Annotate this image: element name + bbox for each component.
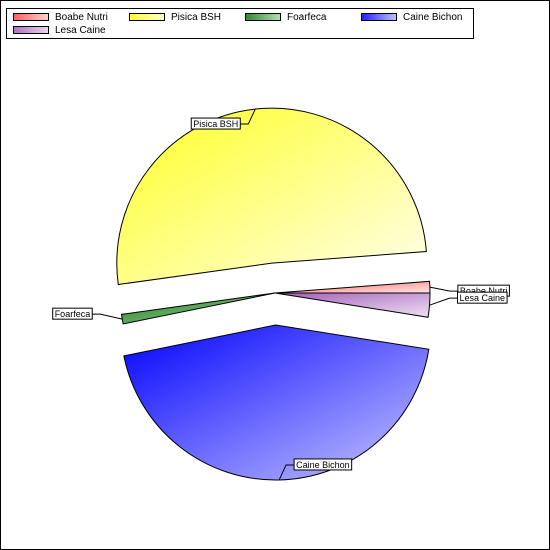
legend-swatch	[13, 13, 49, 21]
legend-label: Boabe Nutri	[55, 11, 108, 23]
legend-item-boabe-nutri: Boabe Nutri	[13, 10, 108, 24]
slice-label: Foarfeca	[55, 309, 91, 319]
pie-slice-caine-bichon	[123, 324, 430, 481]
legend-item-lesa-caine: Lesa Caine	[13, 23, 106, 37]
legend-item-pisica-bsh: Pisica BSH	[129, 10, 221, 24]
slice-label-box	[293, 458, 353, 471]
slice-label: Boabe Nutri	[460, 286, 508, 296]
slice-label: Pisica BSH	[193, 119, 238, 129]
chart-legend: Boabe Nutri Pisica BSH Foarfeca Caine Bi…	[6, 8, 474, 39]
pie-slice-pisica-bsh	[116, 107, 427, 286]
slice-label: Caine Bichon	[296, 460, 350, 470]
pie-slice-foarfeca	[120, 292, 276, 325]
pie-slice-lesa-caine	[274, 292, 431, 318]
legend-item-foarfeca: Foarfeca	[245, 10, 326, 24]
callout-leader	[240, 108, 256, 125]
legend-label: Caine Bichon	[403, 11, 463, 23]
legend-swatch	[245, 13, 281, 21]
legend-label: Pisica BSH	[171, 11, 222, 23]
callout-leader	[278, 464, 295, 481]
legend-swatch	[361, 13, 397, 21]
callout-leader	[92, 313, 123, 320]
slice-label-box	[52, 307, 93, 320]
callout-leader	[429, 286, 458, 292]
legend-swatch	[129, 13, 165, 21]
slice-label: Lesa Caine	[460, 293, 506, 303]
slice-label-box	[190, 117, 241, 130]
legend-swatch	[13, 26, 49, 34]
callout-leader	[429, 297, 458, 306]
slice-label-box	[457, 291, 508, 304]
legend-label: Foarfeca	[287, 11, 327, 23]
legend-item-caine-bichon: Caine Bichon	[361, 10, 462, 24]
pie-slice-boabe-nutri	[274, 280, 431, 294]
legend-label: Lesa Caine	[55, 24, 106, 36]
